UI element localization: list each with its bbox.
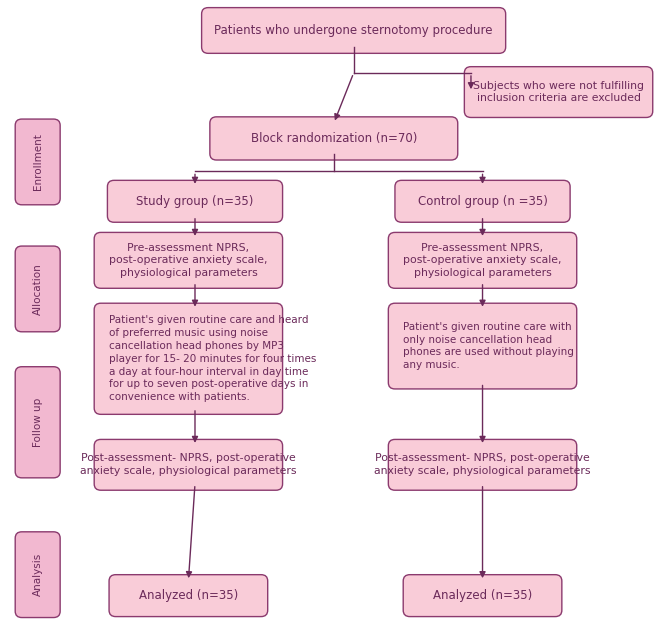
FancyBboxPatch shape [94, 304, 283, 415]
FancyBboxPatch shape [210, 117, 457, 160]
Text: Analysis: Analysis [32, 553, 43, 596]
Text: Analyzed (n=35): Analyzed (n=35) [139, 589, 238, 602]
FancyBboxPatch shape [15, 367, 60, 478]
Text: Block randomization (n=70): Block randomization (n=70) [251, 132, 417, 145]
FancyBboxPatch shape [395, 180, 570, 222]
FancyBboxPatch shape [15, 532, 60, 617]
FancyBboxPatch shape [388, 439, 576, 490]
Text: Pre-assessment NPRS,
post-operative anxiety scale,
physiological parameters: Pre-assessment NPRS, post-operative anxi… [109, 243, 268, 278]
FancyBboxPatch shape [464, 67, 652, 117]
Text: Post-assessment- NPRS, post-operative
anxiety scale, physiological parameters: Post-assessment- NPRS, post-operative an… [80, 453, 297, 476]
Text: Follow up: Follow up [32, 398, 43, 447]
Text: Enrollment: Enrollment [32, 133, 43, 190]
FancyBboxPatch shape [403, 575, 562, 617]
Text: Pre-assessment NPRS,
post-operative anxiety scale,
physiological parameters: Pre-assessment NPRS, post-operative anxi… [403, 243, 562, 278]
FancyBboxPatch shape [15, 246, 60, 331]
Text: Subjects who were not fulfilling
inclusion criteria are excluded: Subjects who were not fulfilling inclusi… [473, 81, 644, 104]
Text: Post-assessment- NPRS, post-operative
anxiety scale, physiological parameters: Post-assessment- NPRS, post-operative an… [374, 453, 591, 476]
FancyBboxPatch shape [94, 439, 283, 490]
Text: Control group (n =35): Control group (n =35) [418, 195, 547, 208]
FancyBboxPatch shape [388, 304, 576, 389]
Text: Analyzed (n=35): Analyzed (n=35) [433, 589, 532, 602]
Text: Patients who undergone sternotomy procedure: Patients who undergone sternotomy proced… [214, 24, 493, 37]
Text: Allocation: Allocation [32, 263, 43, 315]
FancyBboxPatch shape [109, 575, 268, 617]
FancyBboxPatch shape [107, 180, 283, 222]
Text: Patient's given routine care and heard
of preferred music using noise
cancellati: Patient's given routine care and heard o… [108, 316, 316, 402]
FancyBboxPatch shape [94, 232, 283, 288]
FancyBboxPatch shape [388, 232, 576, 288]
Text: Patient's given routine care with
only noise cancellation head
phones are used w: Patient's given routine care with only n… [403, 322, 574, 370]
FancyBboxPatch shape [15, 119, 60, 204]
Text: Study group (n=35): Study group (n=35) [136, 195, 254, 208]
FancyBboxPatch shape [202, 8, 506, 53]
